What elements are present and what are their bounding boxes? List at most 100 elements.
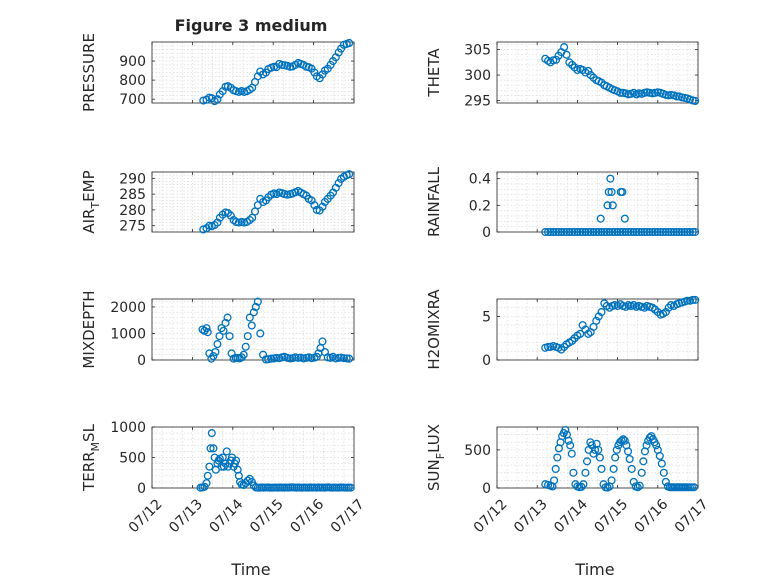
- data-point: [594, 227, 603, 237]
- y-tick-label: 300: [464, 68, 491, 84]
- data-point: [222, 447, 231, 456]
- x-tick-label: 07/15: [247, 496, 287, 536]
- data-point: [568, 60, 577, 69]
- data-point: [213, 218, 222, 227]
- data-point: [560, 227, 569, 237]
- data-point: [672, 92, 681, 101]
- data-point: [691, 227, 700, 237]
- x-tick-label: 07/13: [166, 496, 206, 536]
- data-point: [584, 227, 593, 237]
- data-point: [592, 316, 601, 325]
- data-point: [597, 308, 606, 317]
- data-point: [562, 50, 571, 59]
- data-point: [625, 454, 634, 464]
- axes-box: [151, 171, 355, 233]
- data-point: [202, 324, 211, 333]
- data-point: [664, 227, 673, 237]
- data-point: [223, 313, 232, 322]
- data-point: [245, 313, 254, 322]
- data-point: [576, 329, 585, 338]
- data-point: [346, 483, 355, 492]
- data-point: [345, 170, 354, 179]
- data-point: [597, 464, 606, 473]
- data-point: [581, 227, 590, 237]
- data-point: [613, 227, 622, 237]
- data-point: [566, 441, 575, 450]
- data-point: [560, 43, 569, 52]
- data-point: [617, 436, 626, 445]
- data-point: [552, 55, 561, 64]
- data-point: [560, 342, 569, 351]
- data-point: [225, 332, 234, 341]
- data-point: [669, 227, 678, 237]
- data-point: [546, 227, 555, 237]
- y-tick-label: 700: [119, 92, 146, 108]
- y-axis-label: MIXDEPTH: [80, 290, 98, 368]
- data-point: [691, 295, 700, 304]
- data-point: [620, 214, 629, 223]
- data-point: [561, 425, 570, 435]
- axes-box: [496, 426, 699, 489]
- y-tick-label: 0: [137, 481, 146, 497]
- data-point: [677, 227, 686, 237]
- axes-box: [496, 298, 699, 361]
- x-tick-label: 07/17: [672, 496, 712, 536]
- y-axis-label: PRESSURE: [80, 33, 98, 112]
- y-tick-label: 1000: [110, 420, 146, 436]
- subplot-rainfall: 0 0.2 0.4 RAINFALL: [425, 166, 700, 241]
- data-point: [637, 468, 646, 477]
- x-tick-label: 07/12: [471, 496, 511, 536]
- data-point: [645, 227, 654, 237]
- data-point: [231, 456, 241, 465]
- data-point: [589, 449, 598, 458]
- x-tick-label: 07/16: [632, 496, 672, 536]
- data-point: [632, 227, 641, 237]
- data-point: [245, 85, 254, 94]
- data-point: [221, 318, 230, 327]
- data-point: [239, 480, 248, 490]
- x-tick-label: 07/15: [591, 496, 631, 536]
- x-tick-label: 07/17: [328, 496, 368, 536]
- data-point: [253, 72, 262, 81]
- data-point: [596, 214, 605, 223]
- data-point: [603, 201, 612, 210]
- y-axis-label: AIRTEMP: [80, 170, 102, 233]
- data-point: [635, 481, 644, 490]
- data-point: [219, 326, 228, 335]
- y-tick-label: 0.2: [469, 198, 491, 214]
- data-point: [688, 295, 697, 304]
- subplot-theta: 295 300 305 THETA: [425, 41, 700, 109]
- y-tick-label: 0: [482, 225, 491, 241]
- data-point: [565, 227, 574, 237]
- data-point: [624, 227, 633, 237]
- y-tick-label: 500: [119, 451, 146, 467]
- data-point: [318, 337, 327, 346]
- data-point: [609, 464, 618, 473]
- data-point: [205, 462, 214, 471]
- data-point: [688, 227, 697, 237]
- data-point: [675, 227, 684, 237]
- axes-box: [151, 41, 355, 104]
- data-point: [209, 351, 218, 361]
- data-point: [664, 303, 673, 312]
- data-point: [656, 227, 665, 237]
- x-axis-label-left: Time: [230, 560, 270, 579]
- data-point: [256, 329, 265, 338]
- data-point: [607, 187, 616, 197]
- data-point: [629, 227, 638, 237]
- data-point: [544, 227, 553, 237]
- data-point: [592, 227, 601, 237]
- data-point: [597, 227, 606, 237]
- y-axis-label: TERRMSL: [80, 423, 102, 492]
- data-point: [562, 227, 571, 237]
- data-point: [594, 445, 603, 454]
- data-point: [605, 227, 614, 237]
- data-point: [608, 201, 617, 210]
- x-axis-label-right: Time: [574, 560, 614, 579]
- data-point: [658, 227, 668, 237]
- data-point: [211, 347, 220, 357]
- data-point: [691, 96, 700, 106]
- plot-area: [152, 172, 354, 232]
- axes-box: [496, 41, 699, 104]
- axes-box: [151, 298, 355, 361]
